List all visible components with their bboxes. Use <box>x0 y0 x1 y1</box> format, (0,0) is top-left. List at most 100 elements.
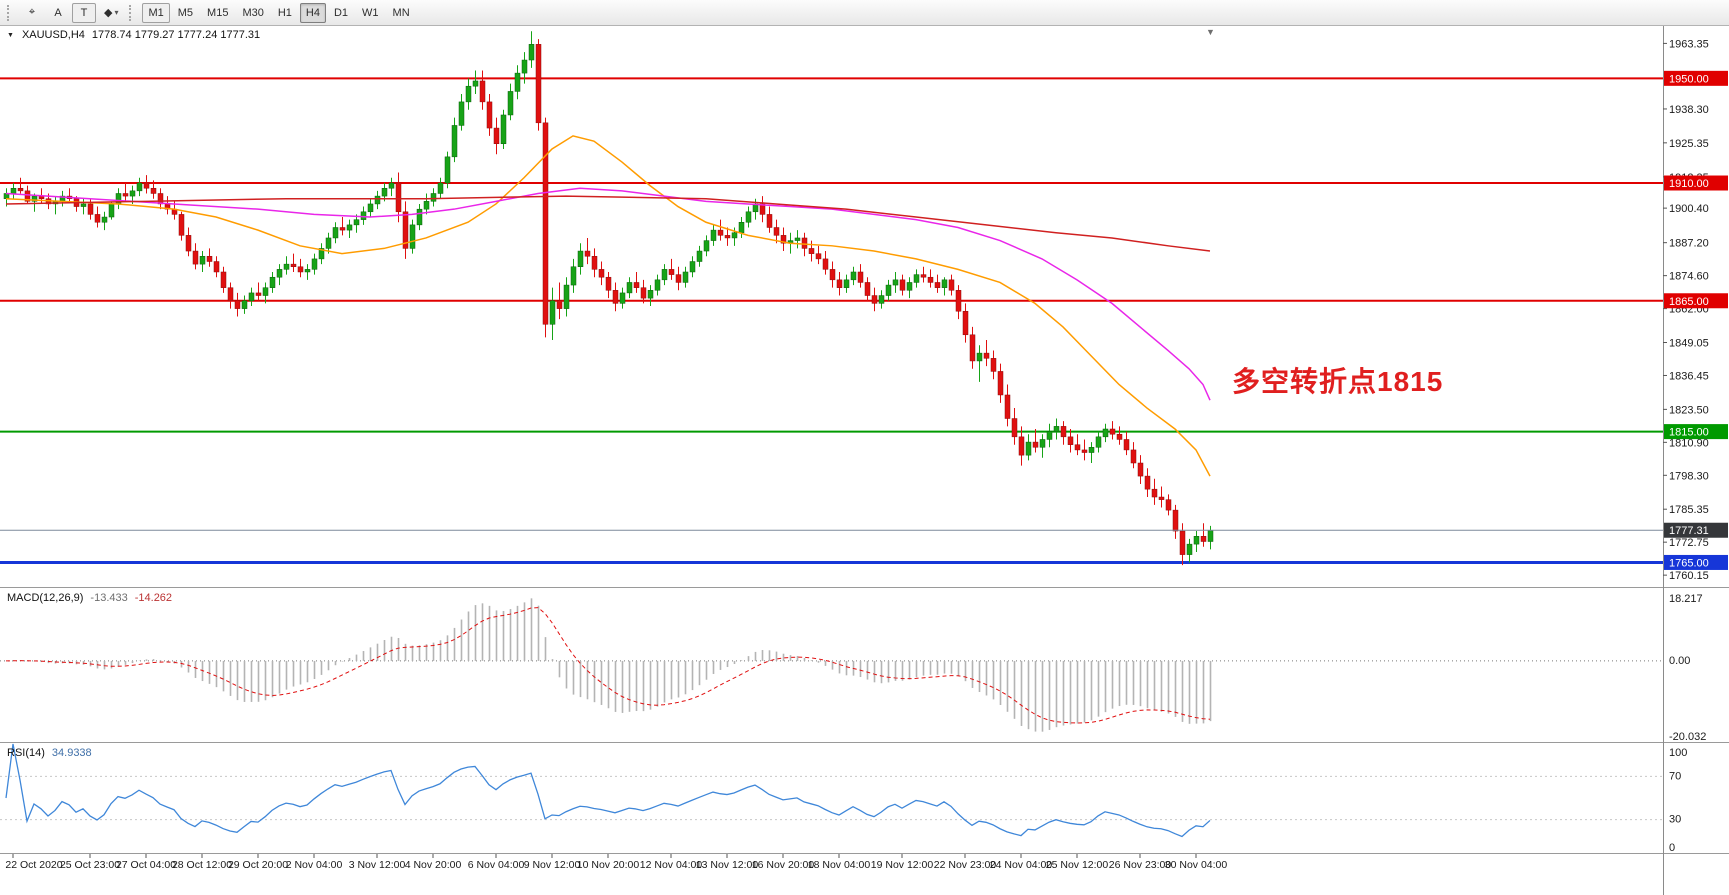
candle-body <box>437 182 444 194</box>
timeframe-w1-button[interactable]: W1 <box>362 6 379 19</box>
candle-body <box>1186 543 1193 555</box>
candle-body <box>563 284 570 309</box>
candle-body <box>528 44 535 61</box>
timeframe-m1-button[interactable]: M1 <box>142 2 170 23</box>
candle-body <box>598 269 605 278</box>
time-axis-label: 16 Nov 20:00 <box>752 859 815 871</box>
chart-area[interactable]: 1963.351938.301925.351912.351900.401887.… <box>0 26 1729 895</box>
symbol-menu-icon[interactable]: ▼ <box>7 31 14 39</box>
macd-label: MACD(12,26,9) <box>7 592 84 604</box>
candle-body <box>542 122 549 325</box>
candle-body <box>948 279 955 291</box>
candle-body <box>479 80 486 103</box>
toolbar-grip-2[interactable] <box>129 4 134 21</box>
timeframe-m5-button[interactable]: M5 <box>177 6 194 19</box>
crosshair-icon: ⌖ <box>28 6 36 18</box>
time-axis-label: 22 Oct 2020 <box>5 859 62 871</box>
toolbar-grip[interactable] <box>7 4 12 21</box>
price-badge-1765.00[interactable] <box>1664 554 1728 570</box>
candle-body <box>507 91 514 116</box>
candle-body <box>262 287 269 296</box>
candle-body <box>31 195 38 202</box>
candle-body <box>1179 530 1186 555</box>
timeframe-m15-button[interactable]: M15 <box>207 6 229 19</box>
candle-body <box>381 187 388 197</box>
candle-body <box>941 279 948 288</box>
candle-body <box>808 248 815 254</box>
candle-body <box>1025 441 1032 456</box>
candle-body <box>346 224 353 231</box>
candle-body <box>304 269 311 273</box>
crosshair-tool-button[interactable]: ⌖ <box>20 3 44 23</box>
candle-body <box>934 282 941 288</box>
chart-shift-marker-icon[interactable]: ▼ <box>1206 27 1215 37</box>
price-badge-1815.00-label: 1815.00 <box>1669 427 1709 439</box>
candle-body <box>1207 530 1214 542</box>
candle-body <box>920 274 927 278</box>
candle-body <box>143 182 150 189</box>
time-axis-label: 26 Nov 23:00 <box>1109 859 1172 871</box>
candle-body <box>1130 449 1137 464</box>
candle-body <box>227 287 234 302</box>
time-axis[interactable] <box>0 854 1663 895</box>
candle-body <box>1137 462 1144 477</box>
candle-body <box>283 263 290 270</box>
candle-body <box>836 279 843 288</box>
candle-body <box>388 182 395 189</box>
candle-body <box>1011 418 1018 438</box>
candle-body <box>1165 499 1172 511</box>
price-tick-label: 1963.35 <box>1669 38 1709 50</box>
rsi-label: RSI(14) <box>7 747 45 759</box>
bid-price-badge[interactable] <box>1664 522 1728 538</box>
time-axis-label: 24 Nov 04:00 <box>990 859 1053 871</box>
candle-body <box>535 44 542 124</box>
candle-body <box>241 300 248 309</box>
price-tick-label: 1772.75 <box>1669 537 1709 549</box>
candle-body <box>661 269 668 281</box>
candle-body <box>430 193 437 202</box>
text-tool-button[interactable]: T <box>72 2 96 23</box>
candle-body <box>871 295 878 304</box>
timeframe-h4-button[interactable]: H4 <box>299 2 326 23</box>
chart-header: ▼ XAUUSD,H4 1778.74 1779.27 1777.24 1777… <box>7 29 260 41</box>
price-tick-label: 1760.15 <box>1669 570 1709 582</box>
time-axis-label: 3 Nov 12:00 <box>349 859 406 871</box>
time-axis-label: 10 Nov 20:00 <box>577 859 640 871</box>
timeframe-d1-button[interactable]: D1 <box>333 6 349 19</box>
time-axis-label: 18 Nov 04:00 <box>808 859 871 871</box>
candle-body <box>962 310 969 336</box>
candle-body <box>220 271 227 288</box>
candle-body <box>927 276 934 283</box>
price-badge-1865.00-label: 1865.00 <box>1669 296 1709 308</box>
price-axis[interactable] <box>1664 26 1729 895</box>
price-badge-1910.00[interactable] <box>1664 175 1728 191</box>
macd-axis-label: -20.032 <box>1669 731 1706 743</box>
timeframe-mn-button[interactable]: MN <box>392 6 410 19</box>
time-axis-label: 2 Nov 04:00 <box>286 859 343 871</box>
candle-body <box>619 292 626 304</box>
timeframe-group: M1 M5 M15 M30 H1 H4 D1 W1 MN <box>142 2 415 23</box>
text-label-tool-button[interactable]: A <box>54 6 62 19</box>
candle-body <box>990 358 997 372</box>
candle-body <box>647 290 654 299</box>
shapes-icon: ◆ <box>104 7 113 19</box>
candle-body <box>136 182 143 192</box>
candle-body <box>892 279 899 286</box>
candle-body <box>150 187 157 194</box>
candle-body <box>290 263 297 267</box>
shapes-tool-button[interactable]: ◆ ▾ <box>98 3 124 23</box>
candle-body <box>626 282 633 294</box>
rsi-axis-label: 70 <box>1669 770 1681 782</box>
price-badge-1865.00[interactable] <box>1664 293 1728 309</box>
price-badge-1815.00[interactable] <box>1664 424 1728 440</box>
candle-body <box>633 282 640 288</box>
time-axis-label: 12 Nov 04:00 <box>640 859 703 871</box>
timeframe-m30-button[interactable]: M30 <box>242 6 264 19</box>
candle-body <box>997 371 1004 396</box>
price-badge-1950.00[interactable] <box>1664 70 1728 86</box>
ma-mid-magenta <box>5 187 1211 401</box>
candle-body <box>367 203 374 213</box>
candle-body <box>710 229 717 241</box>
candle-body <box>654 279 661 291</box>
timeframe-h1-button[interactable]: H1 <box>277 6 292 19</box>
